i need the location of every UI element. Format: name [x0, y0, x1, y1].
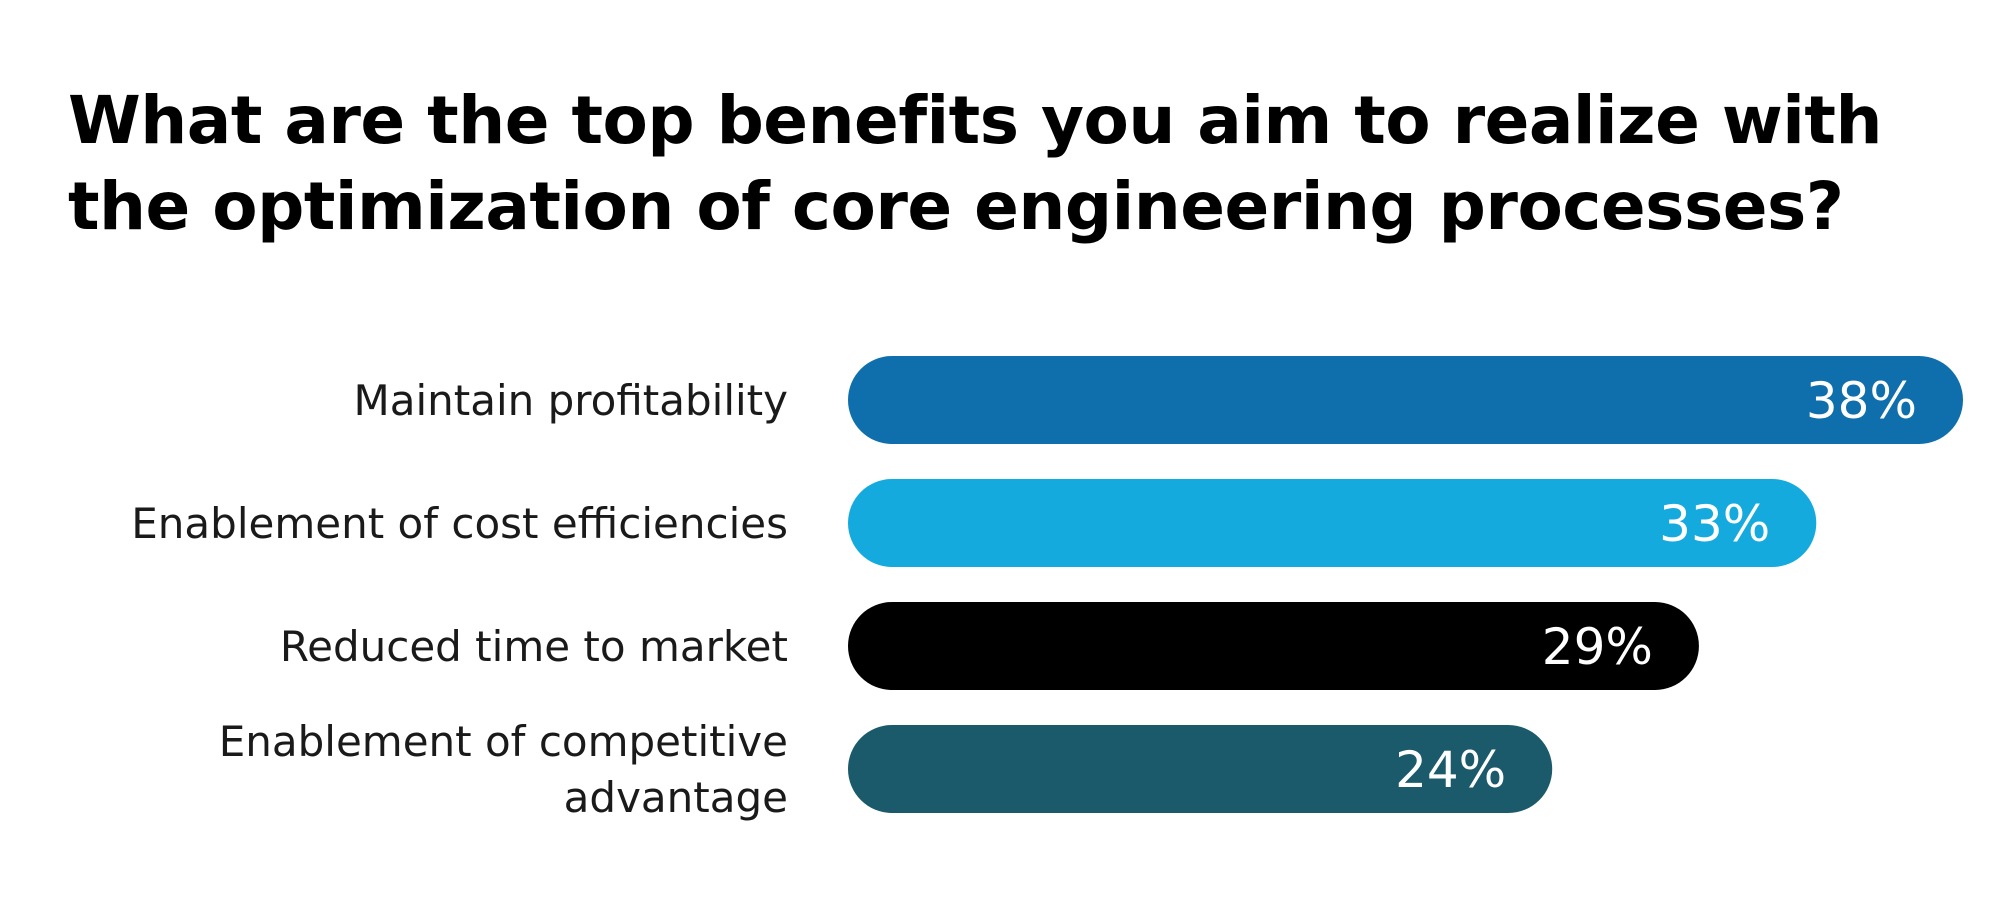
bar-1	[848, 356, 1963, 444]
value-label-2: 33%	[1659, 495, 1770, 553]
bar-2	[848, 479, 1817, 567]
category-label-2: Enablement of cost efficiencies	[131, 499, 788, 548]
bar-4	[848, 725, 1553, 813]
value-label-3: 29%	[1542, 618, 1653, 676]
value-label-4: 24%	[1395, 741, 1506, 799]
value-label-1: 38%	[1806, 372, 1917, 430]
bar-3	[848, 602, 1699, 690]
chart-title: What are the top benefits you aim to rea…	[68, 82, 1882, 245]
category-label-4-line-2: advantage	[564, 773, 788, 822]
category-label-1: Maintain profitability	[354, 376, 788, 425]
category-label-4-line-1: Enablement of competitive	[219, 717, 788, 766]
category-label-3: Reduced time to market	[280, 622, 788, 671]
